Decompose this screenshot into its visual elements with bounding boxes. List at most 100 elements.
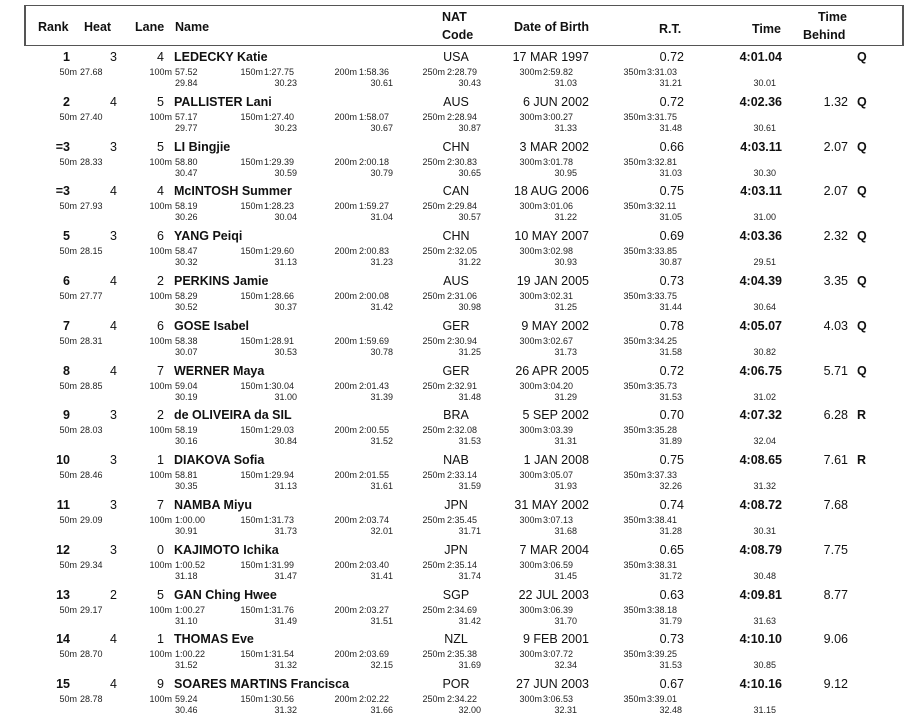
split-label: 300m (519, 111, 542, 122)
nat-code: NZL (444, 632, 468, 647)
header-heat: Heat (84, 20, 112, 34)
lap-split: 31.13 (274, 257, 297, 268)
lap-split: 31.18 (175, 570, 198, 581)
split-label: 150m (240, 470, 263, 481)
lane: 5 (157, 139, 164, 154)
header-name: Name (175, 20, 210, 34)
cumulative-split: 27.77 (80, 290, 103, 301)
time-behind: 5.71 (823, 363, 848, 378)
split-label: 350m (623, 559, 646, 570)
cumulative-split: 2:00.18 (359, 156, 390, 167)
lane: 5 (157, 587, 164, 602)
cumulative-split: 1:29.03 (264, 425, 295, 436)
split-label: 100m (149, 201, 172, 212)
cumulative-split: 28.15 (80, 246, 103, 257)
heat: 3 (110, 50, 117, 64)
lap-split: 30.52 (175, 301, 198, 312)
cumulative-split: 28.70 (80, 649, 103, 660)
split-label: 300m (519, 514, 542, 525)
split-label: 250m (422, 514, 445, 525)
rank: 7 (63, 318, 70, 333)
date-of-birth: 5 SEP 2002 (522, 408, 590, 423)
split-label: 50m (59, 201, 77, 212)
reaction-time: 0.72 (659, 363, 684, 378)
split-label: 200m (334, 246, 357, 257)
cumulative-split: 1:29.94 (264, 470, 295, 481)
cumulative-split: 2:30.83 (447, 156, 478, 167)
cumulative-split: 2:03.69 (359, 649, 390, 660)
final-time: 4:01.04 (739, 50, 782, 64)
cumulative-split: 1:30.56 (264, 694, 295, 705)
split-label: 350m (623, 604, 646, 615)
lap-split: 29.51 (753, 257, 776, 268)
split-label: 250m (422, 201, 445, 212)
final-time: 4:07.32 (739, 408, 782, 423)
lap-split: 32.01 (370, 525, 393, 536)
time-behind: 1.32 (823, 94, 848, 109)
cumulative-split: 58.19 (175, 425, 198, 436)
lap-split: 30.98 (458, 301, 481, 312)
rank: 2 (63, 94, 70, 109)
cumulative-split: 2:34.69 (447, 604, 478, 615)
split-label: 100m (149, 111, 172, 122)
lap-split: 32.00 (458, 705, 481, 716)
lap-split: 31.25 (458, 346, 481, 357)
swimmer-name: LI Bingjie (174, 139, 231, 154)
lap-split: 31.93 (554, 481, 577, 492)
date-of-birth: 9 MAY 2002 (521, 318, 589, 333)
table-row: 6 4 2 PERKINS Jamie AUS 19 JAN 2005 0.73 4:04.3… (0, 274, 911, 319)
split-label: 200m (334, 201, 357, 212)
lap-split: 31.04 (370, 212, 393, 223)
split-label: 50m (59, 156, 77, 167)
split-label: 300m (519, 559, 542, 570)
lap-split: 30.32 (175, 257, 198, 268)
split-label: 350m (623, 649, 646, 660)
split-label: 200m (334, 67, 357, 77)
lap-split: 31.03 (659, 167, 682, 178)
lap-split: 30.19 (175, 391, 198, 402)
cumulative-split: 2:03.74 (359, 514, 390, 525)
split-label: 350m (623, 694, 646, 705)
cumulative-split: 3:33.85 (647, 246, 678, 257)
cumulative-split: 1:31.99 (264, 559, 295, 570)
lane: 7 (157, 363, 164, 378)
lap-split: 30.65 (458, 167, 481, 178)
lap-split: 32.48 (659, 705, 682, 716)
lap-split: 31.15 (753, 705, 776, 716)
cumulative-split: 3:37.33 (647, 470, 678, 481)
lap-split: 31.00 (753, 212, 776, 223)
split-label: 100m (149, 290, 172, 301)
rank: 6 (63, 273, 70, 288)
split-label: 200m (334, 425, 357, 436)
split-label: 150m (240, 156, 263, 167)
cumulative-split: 28.46 (80, 470, 103, 481)
lap-split: 31.59 (458, 481, 481, 492)
heat: 3 (110, 453, 117, 468)
table-row: 10 3 1 DIAKOVA Sofia NAB 1 JAN 2008 0.75 4:08.6… (0, 453, 911, 498)
lap-split: 31.23 (370, 257, 393, 268)
heat: 4 (110, 273, 117, 288)
split-label: 50m (59, 67, 77, 77)
heat: 4 (110, 632, 117, 647)
lap-split: 31.28 (659, 525, 682, 536)
swimmer-name: WERNER Maya (174, 363, 265, 378)
lap-split: 29.77 (175, 122, 198, 133)
swimmer-name: de OLIVEIRA da SIL (174, 408, 292, 423)
final-time: 4:09.81 (739, 587, 782, 602)
lap-split: 31.10 (175, 615, 198, 626)
cumulative-split: 2:01.43 (359, 380, 390, 391)
lane: 7 (157, 497, 164, 512)
split-label: 350m (623, 380, 646, 391)
lap-split: 30.93 (554, 257, 577, 268)
lap-split: 32.04 (753, 436, 776, 447)
cumulative-split: 1:59.27 (359, 201, 390, 212)
lap-split: 31.89 (659, 436, 682, 447)
reaction-time: 0.75 (659, 453, 684, 468)
split-label: 100m (149, 246, 172, 257)
split-label: 150m (240, 559, 263, 570)
cumulative-split: 3:07.13 (543, 514, 574, 525)
split-label: 150m (240, 604, 263, 615)
cumulative-split: 2:35.14 (447, 559, 478, 570)
lap-split: 30.04 (274, 212, 297, 223)
split-label: 300m (519, 604, 542, 615)
